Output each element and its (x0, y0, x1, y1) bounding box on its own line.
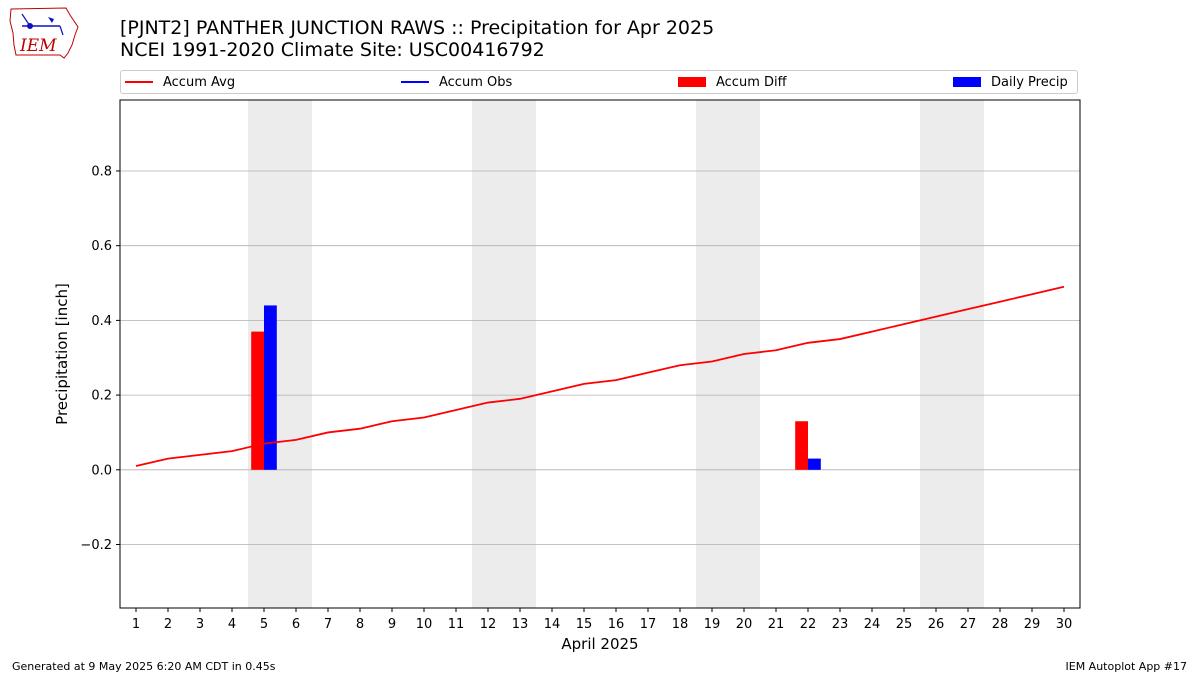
x-tick-label: 4 (228, 617, 236, 632)
app-note: IEM Autoplot App #17 (1065, 660, 1188, 673)
generated-note: Generated at 9 May 2025 6:20 AM CDT in 0… (12, 660, 276, 673)
x-tick-label: 10 (416, 617, 433, 632)
x-tick-label: 18 (672, 617, 689, 632)
x-tick-label: 8 (356, 617, 364, 632)
x-tick-label: 11 (448, 617, 465, 632)
y-tick-label: 0.0 (91, 463, 112, 478)
accum-diff-bar (795, 421, 808, 470)
x-tick-label: 24 (864, 617, 881, 632)
x-tick-label: 19 (704, 617, 721, 632)
legend-label-accum-diff: Accum Diff (716, 75, 787, 90)
y-tick-label: 0.2 (91, 389, 112, 404)
x-tick-label: 20 (736, 617, 753, 632)
x-tick-label: 2 (164, 617, 172, 632)
x-tick-label: 27 (960, 617, 977, 632)
x-tick-label: 25 (896, 617, 913, 632)
legend-swatch-daily-precip (953, 76, 981, 87)
weekend-shade-3 (920, 100, 984, 608)
accum-avg-line (135, 285, 1065, 467)
x-tick-label: 16 (608, 617, 625, 632)
x-tick-label: 14 (544, 617, 561, 632)
x-tick-label: 15 (576, 617, 593, 632)
y-tick-label: 0.8 (91, 164, 112, 179)
title-line-1: [PJNT2] PANTHER JUNCTION RAWS :: Precipi… (120, 17, 715, 39)
x-tick-label: 6 (292, 617, 300, 632)
x-tick-label: 26 (928, 617, 945, 632)
weekend-shade-1 (472, 100, 536, 608)
legend-label-accum-obs: Accum Obs (439, 75, 513, 90)
x-tick-label: 3 (196, 617, 204, 632)
x-tick-label: 22 (800, 617, 817, 632)
legend-swatch-accum-avg (125, 80, 153, 83)
y-tick-label: 0.4 (91, 314, 112, 329)
iem-logo: IEM (9, 7, 79, 59)
x-tick-label: 1 (132, 617, 140, 632)
x-tick-label: 13 (512, 617, 529, 632)
x-tick-label: 29 (1024, 617, 1041, 632)
x-tick-label: 21 (768, 617, 785, 632)
iowa-outline-shape (9, 7, 79, 59)
x-tick-label: 5 (260, 617, 268, 632)
legend: Accum Avg Accum Obs Accum Diff Daily Pre… (120, 70, 1078, 94)
legend-label-accum-avg: Accum Avg (163, 75, 236, 90)
x-tick-label: 23 (832, 617, 849, 632)
x-tick-label: 28 (992, 617, 1009, 632)
y-axis-label: Precipitation [inch] (53, 283, 71, 425)
y-tick-label: 0.6 (91, 239, 112, 254)
legend-item-accum-obs: Accum Obs (401, 75, 512, 91)
accum-diff-bar (251, 331, 264, 470)
x-axis-label: April 2025 (561, 635, 638, 653)
x-tick-label: 7 (324, 617, 332, 632)
x-tick-label: 12 (480, 617, 497, 632)
daily-precip-bar (808, 458, 821, 470)
x-tick-label: 17 (640, 617, 657, 632)
legend-swatch-accum-obs (401, 80, 429, 83)
chart-title: [PJNT2] PANTHER JUNCTION RAWS :: Precipi… (120, 17, 714, 61)
plot-frame (119, 99, 1081, 609)
legend-label-daily-precip: Daily Precip (991, 75, 1068, 90)
x-tick-label: 9 (388, 617, 396, 632)
legend-swatch-accum-diff (678, 76, 706, 87)
legend-item-daily-precip: Daily Precip (953, 75, 1068, 91)
title-line-2: NCEI 1991-2020 Climate Site: USC00416792 (120, 39, 545, 61)
legend-item-accum-avg: Accum Avg (125, 75, 235, 91)
daily-precip-bar (264, 305, 277, 470)
x-tick-label: 30 (1056, 617, 1073, 632)
y-tick-label: −0.2 (80, 538, 112, 553)
legend-item-accum-diff: Accum Diff (678, 75, 787, 91)
logo-text: IEM (19, 36, 57, 56)
